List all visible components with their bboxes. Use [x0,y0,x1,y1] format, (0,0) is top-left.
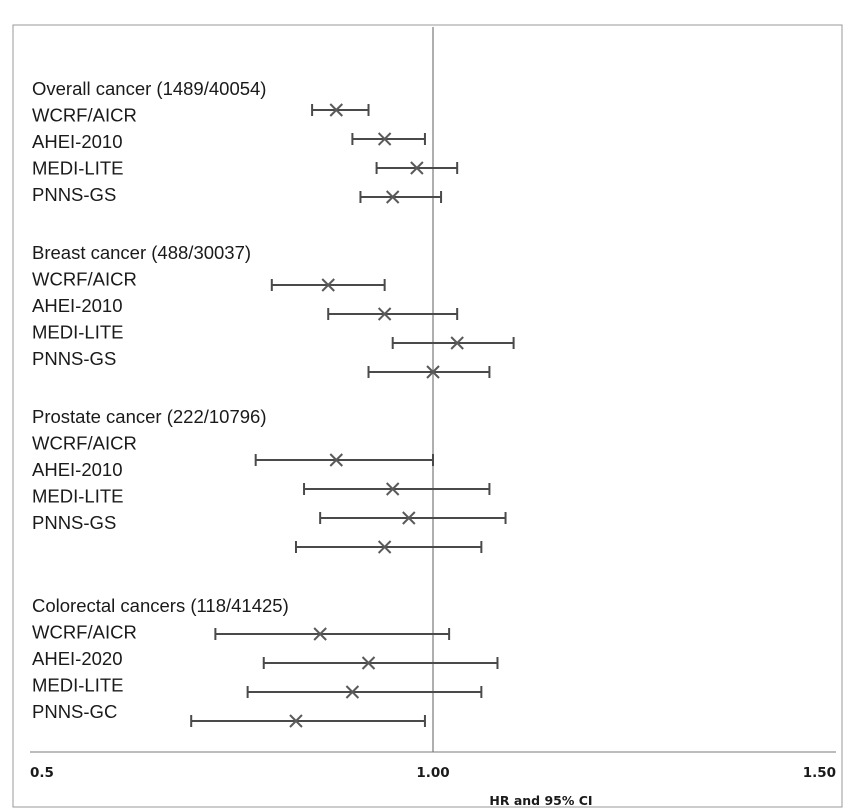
row-label: AHEI-2010 [32,295,123,316]
point-estimate-marker [377,307,392,321]
group-header: Prostate cancer (222/10796) [32,406,266,427]
estimate-row [262,656,499,670]
estimate-row [303,482,491,496]
row-label: AHEI-2010 [32,459,123,480]
row-label: AHEI-2020 [32,648,123,669]
row-label: WCRF/AICR [32,622,137,643]
row-label: WCRF/AICR [32,269,137,290]
point-estimate-marker [329,103,343,117]
group-header: Colorectal cancers (118/41425) [32,595,289,616]
row-label: WCRF/AICR [32,105,137,126]
x-tick-label: 1.00 [416,765,449,781]
point-estimate-marker [426,365,440,379]
row-label: MEDI-LITE [32,322,123,343]
point-estimate-marker [450,336,464,350]
point-estimate-marker [385,482,400,496]
point-estimate-marker [377,132,392,146]
row-label: AHEI-2010 [32,131,123,152]
point-estimate-marker [321,278,335,292]
point-estimate-marker [345,685,360,699]
estimate-row [375,161,459,175]
estimate-row [246,685,483,699]
point-estimate-marker [313,627,327,641]
point-estimate-marker [329,453,343,467]
estimate-row [359,190,443,204]
estimate-row [270,278,386,292]
row-label: MEDI-LITE [32,158,123,179]
point-estimate-marker [377,540,392,554]
x-tick-label: 1.50 [803,765,836,781]
row-labels: Overall cancer (1489/40054) WCRF/AICR AHEI… [32,78,289,722]
row-label: WCRF/AICR [32,433,137,454]
row-label: MEDI-LITE [32,675,123,696]
estimate-row [254,453,434,467]
estimate-row [327,307,459,321]
point-estimate-marker [289,714,303,728]
row-label: PNNS-GS [32,348,116,369]
group-header: Breast cancer (488/30037) [32,242,251,263]
point-estimate-marker [410,161,424,175]
estimate-row [214,627,451,641]
row-label: PNNS-GC [32,701,117,722]
plot-frame [12,24,843,808]
estimate-row [294,540,483,554]
estimate-row [311,103,370,117]
point-estimate-marker [402,511,416,525]
point-estimate-marker [385,190,400,204]
estimate-row [391,336,515,350]
estimates [190,103,515,728]
estimate-row [367,365,491,379]
estimate-row [190,714,426,728]
x-tick-labels: 0.5 1.00 1.50 [30,765,836,781]
row-label: PNNS-GS [32,184,116,205]
row-label: MEDI-LITE [32,486,123,507]
row-label: PNNS-GS [32,512,116,533]
x-axis-label: HR and 95% CI [489,793,592,808]
estimate-row [319,511,507,525]
x-tick-label: 0.5 [30,765,54,781]
group-header: Overall cancer (1489/40054) [32,78,266,99]
estimate-row [351,132,426,146]
point-estimate-marker [361,656,376,670]
